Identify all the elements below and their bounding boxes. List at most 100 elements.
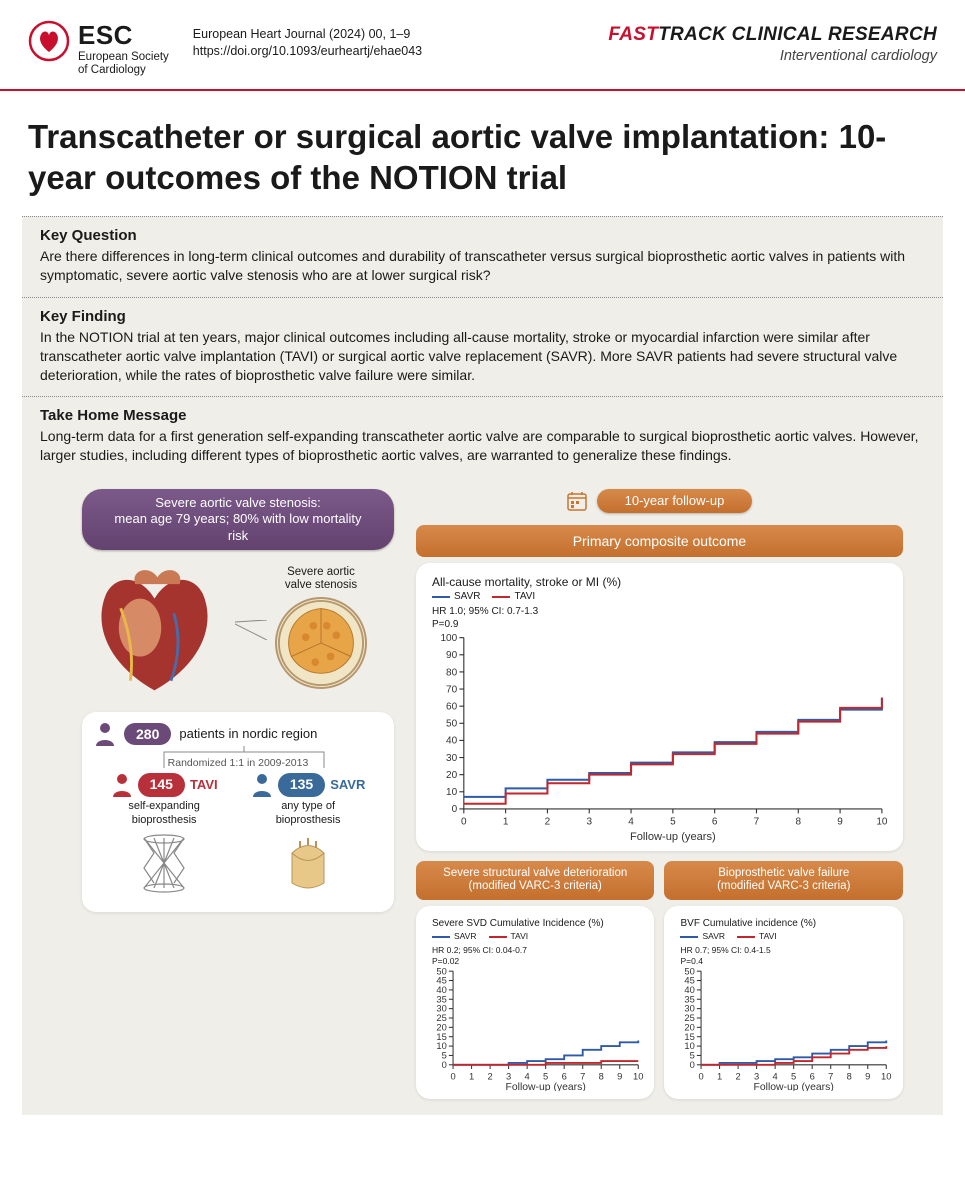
svg-text:50: 50 [446,719,458,730]
person-icon [111,773,133,797]
tavi-stent-icon [138,833,190,893]
article-title: Transcatheter or surgical aortic valve i… [0,91,965,216]
svg-text:0: 0 [461,817,467,828]
total-n-label: patients in nordic region [179,726,317,741]
svd-chart-box: Severe SVD Cumulative Incidence (%) SAVR… [416,906,655,1099]
bvf-chart: 05101520253035404550012345678910Follow-u… [674,967,893,1092]
take-home-box: Take Home Message Long-term data for a f… [22,396,943,477]
svg-text:20: 20 [446,770,458,781]
heart-illustration-icon [82,560,227,700]
svg-text:3: 3 [586,817,592,828]
svg-text:10: 10 [436,1041,446,1051]
svg-text:45: 45 [685,975,695,985]
graphical-abstract: Severe aortic valve stenosis: mean age 7… [22,477,943,1115]
savr-n-badge: 135 [278,773,325,797]
svg-text:Follow-up (years): Follow-up (years) [754,1081,834,1091]
svg-text:35: 35 [436,994,446,1004]
key-question-heading: Key Question [40,227,925,244]
svg-text:4: 4 [628,817,634,828]
savr-name: SAVR [330,777,365,793]
svg-text:7: 7 [580,1071,585,1081]
svg-text:30: 30 [685,1003,695,1013]
svg-text:25: 25 [436,1013,446,1023]
svg-text:5: 5 [792,1071,797,1081]
svg-text:20: 20 [685,1022,695,1032]
bvf-chart-title: BVF Cumulative incidence (%) [680,918,893,929]
total-n-badge: 280 [124,723,171,745]
svg-text:0: 0 [450,1071,455,1081]
esc-heart-logo-icon [28,20,70,62]
svg-text:30: 30 [436,1003,446,1013]
svg-text:10: 10 [685,1041,695,1051]
followup-pill: 10-year follow-up [597,489,753,513]
svg-text:90: 90 [446,651,458,662]
svg-text:3: 3 [506,1071,511,1081]
svg-text:15: 15 [685,1031,695,1041]
svg-text:25: 25 [685,1013,695,1023]
svg-text:40: 40 [685,985,695,995]
primary-chart-box: All-cause mortality, stroke or MI (%) SA… [416,563,903,850]
fasttrack-banner: FASTTRACK CLINICAL RESEARCH [608,24,937,46]
doi-link[interactable]: https://doi.org/10.1093/eurheartj/ehae04… [193,44,422,58]
svg-text:1: 1 [469,1071,474,1081]
svg-text:8: 8 [795,817,801,828]
svg-text:30: 30 [446,753,458,764]
section-name: Interventional cardiology [608,48,937,64]
esc-logo-block: ESC European Society of Cardiology [28,20,169,77]
svg-text:45: 45 [436,975,446,985]
bvf-pill: Bioprosthetic valve failure (modified VA… [664,861,903,901]
tavi-desc: self-expanding bioprosthesis [111,800,218,828]
svg-text:4: 4 [525,1071,530,1081]
svg-text:5: 5 [543,1071,548,1081]
tavi-n-badge: 145 [138,773,185,797]
svd-chart-title: Severe SVD Cumulative Incidence (%) [432,918,645,929]
svg-text:5: 5 [442,1050,447,1060]
svg-text:6: 6 [562,1071,567,1081]
svg-text:50: 50 [436,967,446,976]
calendar-icon [567,491,587,511]
key-finding-text: In the NOTION trial at ten years, major … [40,328,925,385]
valve-label: Severe aortic valve stenosis [275,566,367,592]
svg-text:0: 0 [442,1059,447,1069]
svg-text:10: 10 [876,817,888,828]
svd-pill: Severe structural valve deterioration (m… [416,861,655,901]
svg-text:4: 4 [773,1071,778,1081]
svg-text:7: 7 [829,1071,834,1081]
savr-valve-icon [282,833,334,893]
take-home-text: Long-term data for a first generation se… [40,427,925,465]
svg-text:6: 6 [810,1071,815,1081]
bvf-chart-box: BVF Cumulative incidence (%) SAVR TAVI H… [664,906,903,1099]
key-finding-heading: Key Finding [40,308,925,325]
svg-text:9: 9 [837,817,843,828]
arm-tavi: 145 TAVI self-expanding bioprosthesis [111,773,218,898]
journal-citation: European Heart Journal (2024) 00, 1–9 [193,26,422,43]
svd-chart: 05101520253035404550012345678910Follow-u… [426,967,645,1092]
svg-text:0: 0 [452,805,458,816]
svg-text:2: 2 [487,1071,492,1081]
svg-text:15: 15 [436,1031,446,1041]
logo-sub-1: European Society [78,51,169,64]
take-home-heading: Take Home Message [40,407,925,424]
svg-text:9: 9 [617,1071,622,1081]
journal-meta: European Heart Journal (2024) 00, 1–9 ht… [193,20,422,60]
svg-text:1: 1 [717,1071,722,1081]
svg-text:100: 100 [440,633,457,644]
svg-text:70: 70 [446,685,458,696]
svg-text:7: 7 [754,817,760,828]
svg-text:10: 10 [446,788,458,799]
svg-text:20: 20 [436,1022,446,1032]
person-icon [94,722,116,746]
randomization-box: 280 patients in nordic region Randomized… [82,712,394,912]
svg-text:2: 2 [545,817,551,828]
savr-desc: any type of bioprosthesis [251,800,366,828]
svg-text:3: 3 [754,1071,759,1081]
svg-text:5: 5 [690,1050,695,1060]
svg-text:60: 60 [446,702,458,713]
person-icon [251,773,273,797]
page-header: ESC European Society of Cardiology Europ… [0,0,965,91]
svg-text:10: 10 [882,1071,892,1081]
svg-text:35: 35 [685,994,695,1004]
tavi-name: TAVI [190,777,218,793]
svg-text:40: 40 [436,985,446,995]
svg-text:40: 40 [446,736,458,747]
